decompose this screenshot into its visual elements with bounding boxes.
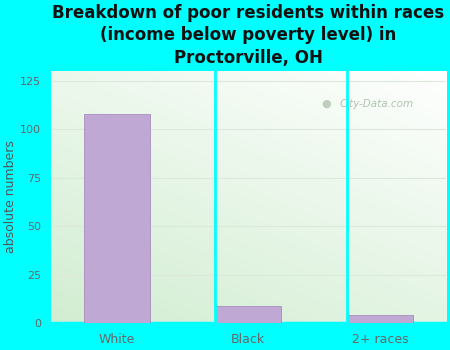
- Bar: [84, 114, 149, 323]
- Text: City-Data.com: City-Data.com: [339, 99, 413, 109]
- Title: Breakdown of poor residents within races
(income below poverty level) in
Proctor: Breakdown of poor residents within races…: [52, 4, 445, 66]
- Bar: [216, 306, 281, 323]
- Bar: [347, 315, 413, 323]
- Text: ●: ●: [321, 99, 331, 109]
- Y-axis label: absolute numbers: absolute numbers: [4, 141, 17, 253]
